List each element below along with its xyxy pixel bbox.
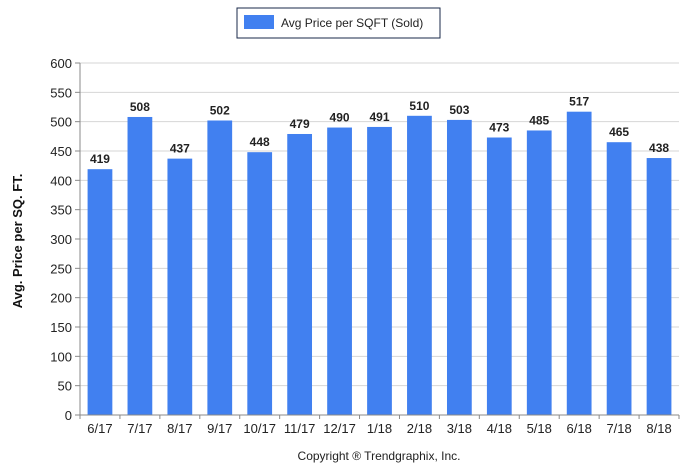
y-tick-label: 550 xyxy=(50,85,72,100)
bar xyxy=(486,137,512,416)
y-tick-labels: 0 50 100 150 200 250 300 350 400 450 500 550 600 xyxy=(50,56,72,423)
bar xyxy=(606,142,632,415)
bar xyxy=(287,133,313,415)
y-tick-label: 200 xyxy=(50,291,72,306)
y-tick-label: 50 xyxy=(58,379,72,394)
x-tick-labels: 6/17 7/17 8/17 9/17 10/17 11/17 12/17 1/18 2/18 3… xyxy=(87,421,671,436)
data-label: 502 xyxy=(210,103,230,117)
y-axis-title: Avg. Price per SQ. FT. xyxy=(10,174,25,309)
x-tick-label: 8/18 xyxy=(646,421,671,436)
x-tick-label: 5/18 xyxy=(527,421,552,436)
x-tick-label: 10/17 xyxy=(243,421,276,436)
x-tick-label: 12/17 xyxy=(323,421,356,436)
x-tick-label: 11/17 xyxy=(284,421,316,436)
x-tick-label: 3/18 xyxy=(447,421,472,436)
data-label: 419 xyxy=(90,152,110,166)
x-tick-label: 6/17 xyxy=(87,421,112,436)
data-label: 491 xyxy=(369,110,389,124)
x-tick-label: 4/18 xyxy=(487,421,512,436)
y-tick-label: 600 xyxy=(50,56,72,71)
bar xyxy=(566,111,592,416)
bar xyxy=(127,116,153,416)
bar xyxy=(446,119,472,415)
bar xyxy=(646,158,672,416)
data-labels: 419 508 437 502 448 479 490 491 510 503 473 485 517 4… xyxy=(90,95,669,166)
bar xyxy=(247,152,273,415)
data-label: 510 xyxy=(409,99,429,113)
bar xyxy=(327,127,352,416)
data-label: 465 xyxy=(609,125,629,139)
y-tick-label: 350 xyxy=(50,203,72,218)
data-label: 485 xyxy=(529,113,549,127)
y-tick-label: 300 xyxy=(50,232,72,247)
data-label: 508 xyxy=(130,100,150,114)
data-label: 503 xyxy=(449,103,469,117)
data-label: 490 xyxy=(330,111,350,125)
x-tick-label: 2/18 xyxy=(407,421,432,436)
bar xyxy=(207,120,233,415)
data-label: 448 xyxy=(250,135,270,149)
y-tick-label: 0 xyxy=(65,408,72,423)
bar xyxy=(167,158,193,416)
y-tick-label: 250 xyxy=(50,261,72,276)
x-tick-label: 6/18 xyxy=(567,421,592,436)
bar xyxy=(407,115,432,416)
bar xyxy=(526,130,552,415)
legend-swatch xyxy=(244,15,274,29)
y-tick-label: 400 xyxy=(50,173,72,188)
bar xyxy=(87,169,113,415)
legend-label: Avg Price per SQFT (Sold) xyxy=(281,16,423,30)
data-label: 479 xyxy=(290,117,310,131)
y-tick-label: 150 xyxy=(50,320,72,335)
copyright-text: Copyright ® Trendgraphix, Inc. xyxy=(298,449,461,463)
x-tick-label: 7/18 xyxy=(606,421,631,436)
x-tick-label: 7/17 xyxy=(127,421,152,436)
x-tick-label: 9/17 xyxy=(207,421,232,436)
y-tick-label: 500 xyxy=(50,115,72,130)
data-label: 437 xyxy=(170,142,190,156)
x-tick-label: 8/17 xyxy=(167,421,192,436)
data-label: 473 xyxy=(489,121,509,135)
bar xyxy=(367,126,392,416)
data-label: 517 xyxy=(569,95,589,109)
x-tick-label: 1/18 xyxy=(367,421,392,436)
axes xyxy=(75,62,680,419)
y-tick-label: 100 xyxy=(50,349,72,364)
legend: Avg Price per SQFT (Sold) xyxy=(236,7,441,39)
bars xyxy=(87,111,672,416)
data-label: 438 xyxy=(649,141,669,155)
y-tick-label: 450 xyxy=(50,144,72,159)
